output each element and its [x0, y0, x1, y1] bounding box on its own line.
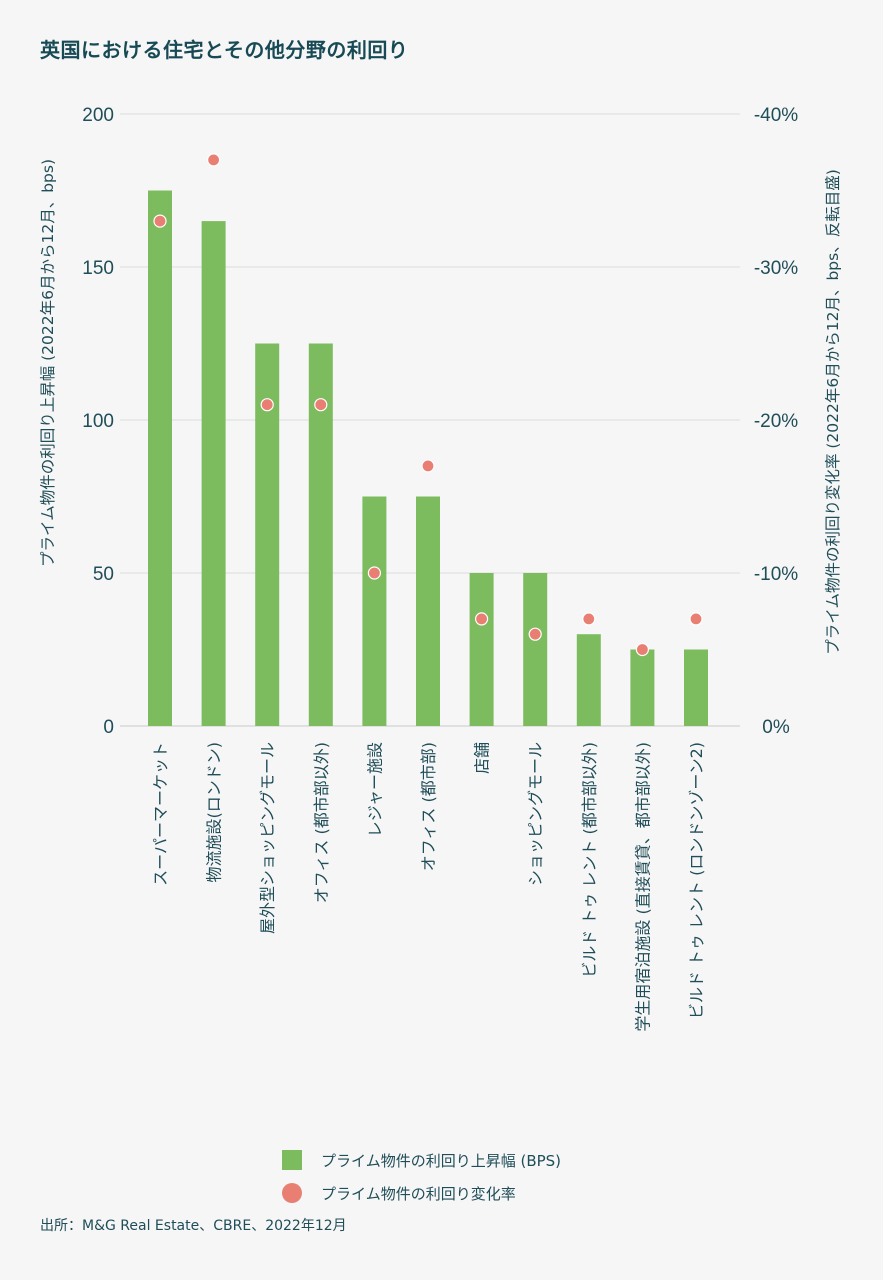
- bar-series: [148, 190, 708, 726]
- left-axis-label: プライム物件の利回り上昇幅 (2022年6月から12月、bps): [39, 159, 57, 567]
- legend-dots-label: プライム物件の利回り変化率: [321, 1184, 516, 1203]
- legend-bar-swatch: [282, 1150, 302, 1170]
- bar: [523, 573, 548, 726]
- dot-marker: [582, 612, 596, 626]
- y2-tick-label: -20%: [754, 411, 798, 432]
- dot-marker: [421, 459, 435, 473]
- y2-tick-label: -40%: [754, 105, 798, 126]
- legend-bars-label: プライム物件の利回り上昇幅 (BPS): [321, 1151, 562, 1170]
- dot-marker: [689, 612, 703, 626]
- bar: [416, 496, 440, 726]
- bar: [469, 573, 494, 726]
- y-tick-label: 0: [103, 717, 114, 738]
- category-label: ビルド トゥ レント (都市部以外): [580, 742, 599, 978]
- y-tick-label: 150: [82, 258, 114, 279]
- category-label: 屋外型ショッピングモール: [258, 742, 277, 934]
- chart-canvas: 0 50 100 150 200 0% -10% -20% -30% -40% スーパーマーケッ…: [39, 105, 842, 1032]
- y2-tick-label: 0%: [762, 717, 790, 738]
- dot-marker: [207, 153, 221, 167]
- dot-marker: [635, 642, 650, 657]
- category-labels: スーパーマーケット 物流施設(ロンドン) 屋外型ショッピングモール オフィス (都市部…: [151, 742, 706, 1032]
- legend-dot-swatch: [282, 1183, 302, 1203]
- legend: プライム物件の利回り上昇幅 (BPS) プライム物件の利回り変化率: [282, 1148, 561, 1214]
- dot-marker: [260, 398, 274, 412]
- left-axis-ticks: 0 50 100 150 200: [82, 105, 114, 738]
- bar: [362, 496, 387, 726]
- legend-item-bars: プライム物件の利回り上昇幅 (BPS): [282, 1148, 561, 1172]
- category-label: オフィス (都市部以外): [312, 742, 331, 903]
- bar: [630, 649, 655, 726]
- dot-marker: [475, 612, 489, 626]
- legend-item-dots: プライム物件の利回り変化率: [282, 1181, 561, 1205]
- y-tick-label: 200: [82, 105, 114, 126]
- right-axis-label: プライム物件の利回り変化率 (2022年6月から12月、bps、反転目盛): [824, 169, 842, 655]
- y2-tick-label: -10%: [754, 564, 798, 585]
- dot-marker: [528, 627, 542, 641]
- category-label: オフィス (都市部): [419, 742, 438, 871]
- bar: [576, 634, 601, 726]
- y-tick-label: 100: [82, 411, 114, 432]
- y-tick-label: 50: [93, 564, 114, 585]
- category-label: 物流施設(ロンドン): [205, 742, 224, 883]
- chart-title: 英国における住宅とその他分野の利回り: [40, 38, 409, 62]
- source-note: 出所：M&G Real Estate、CBRE、2022年12月: [40, 1218, 347, 1234]
- dot-marker: [153, 214, 167, 228]
- category-label: 店舗: [473, 742, 492, 774]
- category-label: スーパーマーケット: [151, 742, 170, 886]
- category-label: ビルド トゥ レント (ロンドンゾーン2): [687, 742, 706, 1019]
- bar: [148, 190, 172, 726]
- dot-series: [153, 153, 703, 657]
- bar: [684, 649, 708, 726]
- category-label: 学生用宿泊施設 (直接賃貸、都市部以外): [633, 742, 652, 1032]
- right-axis-ticks: 0% -10% -20% -30% -40%: [754, 105, 798, 738]
- category-label: ショッピングモール: [526, 742, 545, 886]
- bar: [201, 221, 226, 726]
- y2-tick-label: -30%: [754, 258, 798, 279]
- dot-marker: [367, 566, 381, 580]
- dot-marker: [314, 398, 328, 412]
- category-label: レジャー施設: [365, 742, 384, 837]
